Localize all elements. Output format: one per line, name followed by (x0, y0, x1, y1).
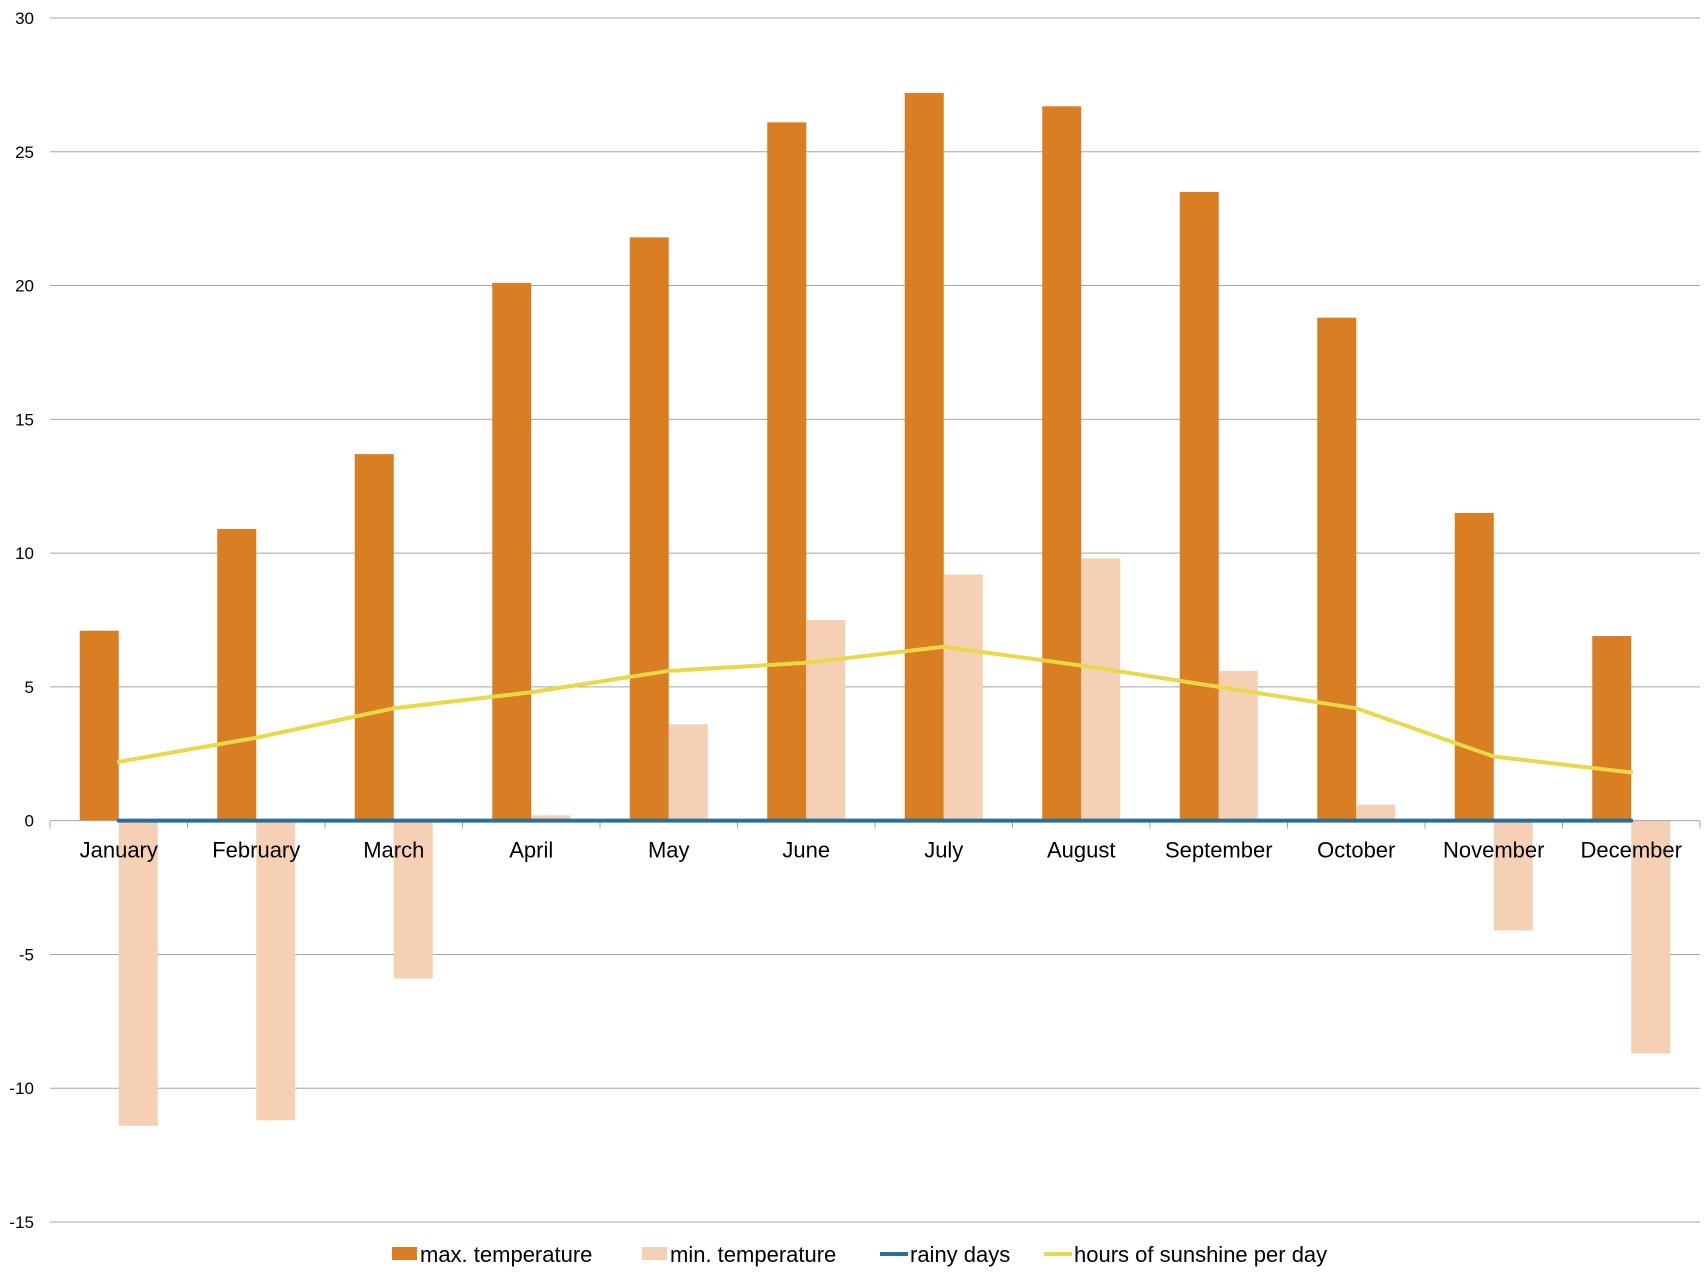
line-point (804, 818, 809, 823)
bar (79, 630, 119, 821)
category-label: March (363, 838, 424, 863)
legend-label: max. temperature (420, 1242, 592, 1267)
bar (668, 724, 708, 821)
legend-swatch (392, 1247, 417, 1260)
y-tick-label: -5 (19, 945, 34, 964)
legend: max. temperature min. temperature rainy da… (392, 1242, 1327, 1267)
bar (904, 92, 944, 821)
category-label: February (212, 838, 300, 863)
line-point (1079, 818, 1084, 823)
bar (1042, 106, 1082, 821)
line-point (804, 660, 809, 665)
line-point (666, 818, 671, 823)
bar (1631, 820, 1671, 1054)
bar (393, 820, 433, 979)
line-point (391, 706, 396, 711)
line-point (529, 818, 534, 823)
category-label: September (1165, 838, 1273, 863)
line-point (1491, 818, 1496, 823)
category-labels: January February March April May June July Augu… (80, 838, 1682, 863)
line-point (1491, 754, 1496, 759)
category-label: April (509, 838, 553, 863)
bar (1081, 558, 1121, 821)
y-tick-label: -15 (9, 1213, 34, 1232)
bar (1592, 636, 1632, 821)
bar (1493, 820, 1533, 931)
line-point (529, 690, 534, 695)
bars (79, 92, 1671, 1126)
gridlines (50, 17, 1700, 1223)
line-point (941, 644, 946, 649)
bar (492, 282, 532, 821)
bar (531, 815, 571, 821)
bar (217, 529, 257, 821)
y-tick-label: 0 (25, 812, 34, 831)
line-point (254, 818, 259, 823)
category-label: October (1317, 838, 1395, 863)
line-point (1629, 818, 1634, 823)
legend-label: rainy days (910, 1242, 1010, 1267)
line-point (254, 735, 259, 740)
line-point (116, 818, 121, 823)
category-label: December (1581, 838, 1682, 863)
category-label: June (782, 838, 830, 863)
bar (354, 454, 394, 821)
category-label: November (1443, 838, 1544, 863)
y-tick-label: 5 (25, 678, 34, 697)
bar (1317, 317, 1357, 821)
lines (116, 644, 1634, 823)
bar (767, 122, 807, 821)
bar (806, 620, 846, 821)
legend-label: min. temperature (670, 1242, 836, 1267)
y-tick-label: 20 (15, 277, 34, 296)
y-tick-label: -10 (9, 1079, 34, 1098)
category-label: August (1047, 838, 1116, 863)
line-point (1354, 706, 1359, 711)
bar (256, 820, 296, 1121)
legend-label: hours of sunshine per day (1074, 1242, 1327, 1267)
bar (1454, 512, 1494, 821)
bar (1356, 804, 1396, 821)
category-label: January (80, 838, 158, 863)
line-point (391, 818, 396, 823)
line-point (1354, 818, 1359, 823)
y-tick-label: 25 (15, 143, 34, 162)
legend-swatch (642, 1247, 667, 1260)
line-point (116, 759, 121, 764)
bar (943, 574, 983, 821)
line-point (1629, 770, 1634, 775)
y-tick-label: 30 (15, 9, 34, 28)
line-point (1079, 663, 1084, 668)
bar (1218, 670, 1258, 821)
y-tick-label: 15 (15, 410, 34, 429)
series-line (118, 644, 1632, 775)
y-axis-ticks: 30 25 20 15 10 5 0 -5 -10 -15 (9, 9, 34, 1232)
bar (1179, 191, 1219, 821)
line-point (941, 818, 946, 823)
line-point (1216, 684, 1221, 689)
line-point (1216, 818, 1221, 823)
bar (118, 820, 158, 1126)
category-label: July (924, 838, 963, 863)
bar (629, 237, 669, 821)
category-label: May (648, 838, 690, 863)
line-point (666, 668, 671, 673)
y-tick-label: 10 (15, 544, 34, 563)
